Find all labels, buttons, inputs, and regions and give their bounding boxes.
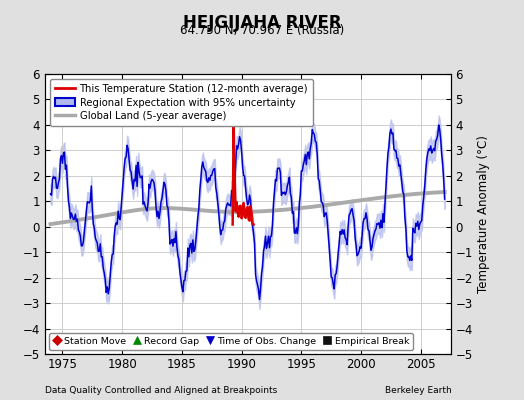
Y-axis label: Temperature Anomaly (°C): Temperature Anomaly (°C) — [477, 135, 490, 293]
Text: Data Quality Controlled and Aligned at Breakpoints: Data Quality Controlled and Aligned at B… — [45, 386, 277, 395]
Text: Berkeley Earth: Berkeley Earth — [385, 386, 452, 395]
Legend: Station Move, Record Gap, Time of Obs. Change, Empirical Break: Station Move, Record Gap, Time of Obs. C… — [49, 333, 413, 350]
Text: HEJGIJAHA RIVER: HEJGIJAHA RIVER — [183, 14, 341, 32]
Text: 64.750 N, 70.967 E (Russia): 64.750 N, 70.967 E (Russia) — [180, 24, 344, 37]
